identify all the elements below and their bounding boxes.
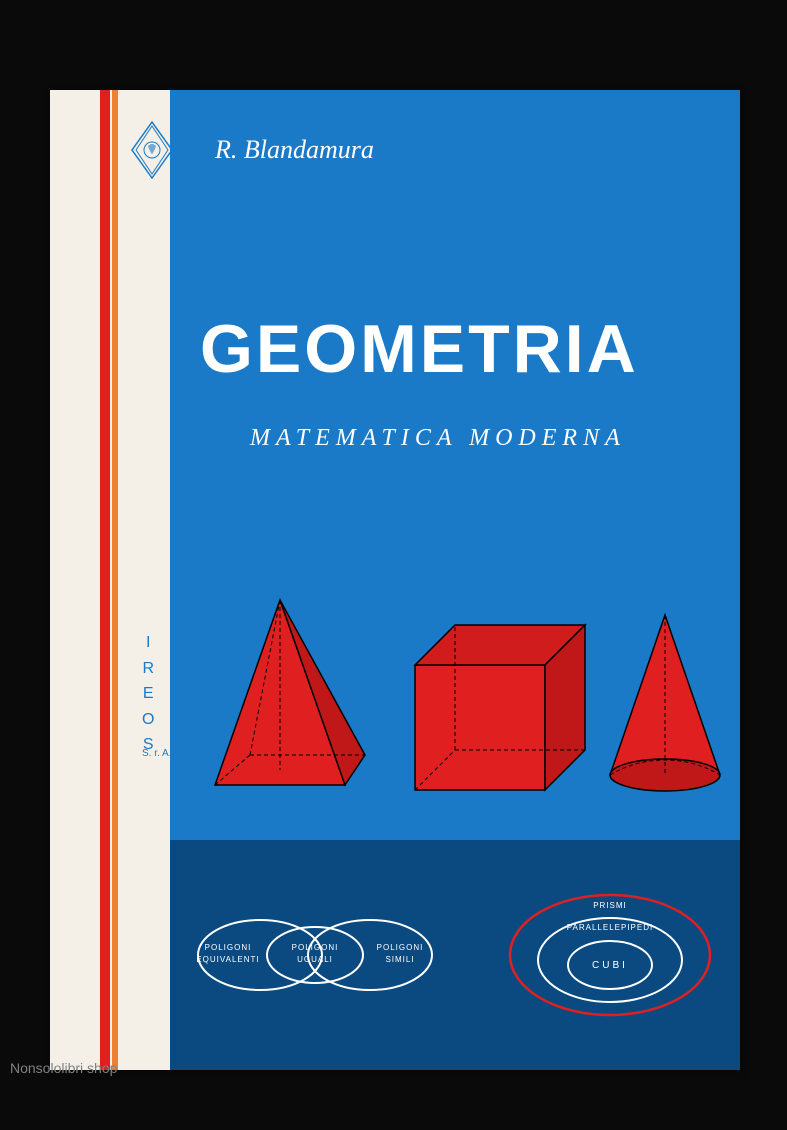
book-subtitle: MATEMATICA MODERNA [250,425,626,452]
svg-text:POLIGONI: POLIGONI [292,943,339,952]
geometric-shapes-row [200,590,730,810]
venn-diagram-right: PRISMI PARALLELEPIPEDI CUBI [500,880,720,1035]
cone-icon [610,615,720,791]
pyramid-icon [215,600,365,785]
svg-text:SIMILI: SIMILI [385,955,414,964]
svg-text:EQUIVALENTI: EQUIVALENTI [196,955,259,964]
orange-stripe [112,90,118,1070]
publisher-suffix: S. r. A. [142,748,171,759]
svg-text:POLIGONI: POLIGONI [205,943,252,952]
watermark-text: Nonsololibri shop [10,1060,117,1076]
page-wrapper: R. Blandamura GEOMETRIA MATEMATICA MODER… [0,0,787,1130]
red-stripe [100,90,110,1070]
svg-text:POLIGONI: POLIGONI [377,943,424,952]
left-cream-strip [50,90,170,1070]
publisher-name: IREOS [142,630,156,758]
author-name: R. Blandamura [215,135,374,165]
svg-text:PRISMI: PRISMI [593,901,627,910]
svg-text:CUBI: CUBI [592,960,628,971]
svg-text:PARALLELEPIPEDI: PARALLELEPIPEDI [567,923,653,932]
svg-text:UGUALI: UGUALI [297,955,333,964]
book-cover: R. Blandamura GEOMETRIA MATEMATICA MODER… [50,90,740,1070]
venn-diagram-left: POLIGONI EQUIVALENTI POLIGONI UGUALI POL… [190,890,440,1025]
cube-icon [415,625,585,790]
book-title: GEOMETRIA [200,310,639,388]
publisher-logo-icon [130,120,174,180]
